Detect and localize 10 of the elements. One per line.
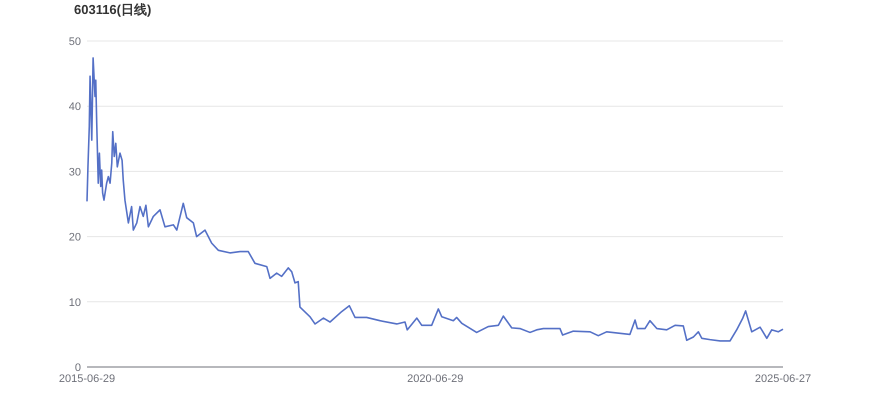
y-tick-label: 10 (68, 296, 81, 309)
y-tick-label: 50 (68, 36, 81, 48)
y-tick-label: 40 (68, 101, 81, 114)
title: 603116(日线) (74, 2, 152, 17)
y-tick-label: 30 (68, 166, 81, 178)
x-tick-label: 2025-06-27 (754, 373, 812, 385)
x-tick-label: 2020-06-29 (407, 373, 464, 385)
y-tick-label: 0 (74, 362, 81, 374)
x-tick-label: 2015-06-29 (58, 373, 116, 385)
y-tick-label: 20 (68, 232, 81, 244)
